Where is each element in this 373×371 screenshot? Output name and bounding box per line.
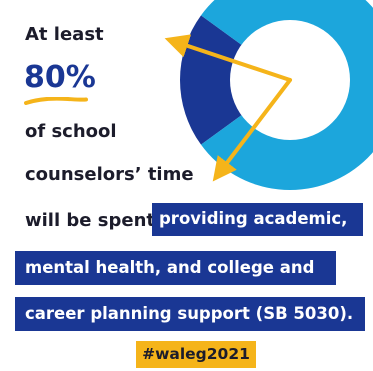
highlight-banner-1: providing academic, (152, 203, 363, 236)
hashtag-badge: #waleg2021 (136, 341, 256, 368)
subject-text-continued: counselors’ time (25, 164, 194, 185)
percent-stat: 80% (24, 60, 96, 95)
highlight-text-1: providing academic, (159, 209, 348, 229)
highlight-text-2: mental health, and college and (25, 257, 315, 277)
highlight-text-3: career planning support (SB 5030). (25, 303, 354, 323)
arrow-to-lower-edge (212, 78, 292, 182)
highlight-banner-2: mental health, and college and (15, 251, 336, 285)
hashtag-text: #waleg2021 (142, 344, 250, 363)
subject-text: of school (25, 121, 117, 142)
highlight-banner-3: career planning support (SB 5030). (15, 297, 365, 331)
arrow-to-upper-edge (164, 34, 292, 82)
intro-text: At least (25, 24, 104, 45)
brush-underline-decoration (24, 97, 88, 105)
predicate-text: will be spent (25, 210, 155, 231)
